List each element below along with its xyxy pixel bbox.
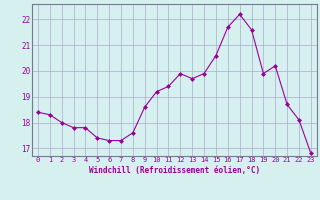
X-axis label: Windchill (Refroidissement éolien,°C): Windchill (Refroidissement éolien,°C) bbox=[89, 166, 260, 175]
